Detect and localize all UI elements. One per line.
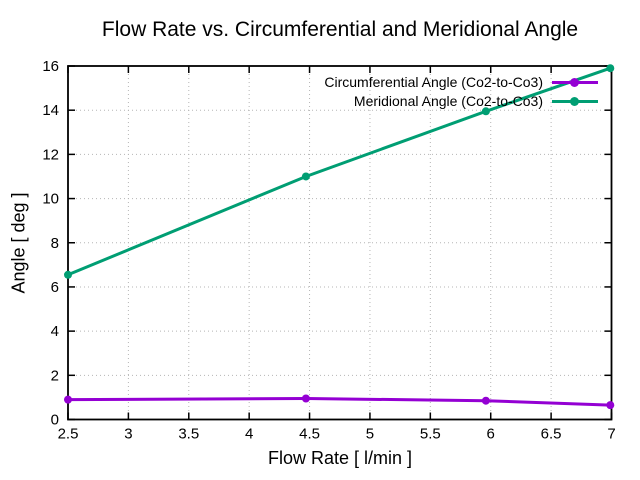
- x-tick-label: 7: [607, 426, 615, 443]
- y-tick-label: 10: [42, 191, 59, 208]
- legend-item-circumferential: Circumferential Angle (Co2-to-Co3): [324, 74, 598, 90]
- legend-label: Meridional Angle (Co2-to-Co3): [353, 93, 543, 109]
- data-point: [301, 172, 310, 181]
- legend-label: Circumferential Angle (Co2-to-Co3): [324, 74, 543, 90]
- data-point: [481, 396, 490, 405]
- y-tick-label: 12: [42, 146, 59, 163]
- data-point: [606, 64, 615, 73]
- x-tick-label: 4: [245, 426, 253, 443]
- plot-border: [67, 65, 613, 421]
- data-point: [606, 401, 615, 410]
- series-line-0: [67, 397, 611, 407]
- chart-title: Flow Rate vs. Circumferential and Meridi…: [101, 18, 579, 41]
- x-tick-label: 5: [366, 426, 374, 443]
- legend: Circumferential Angle (Co2-to-Co3) Merid…: [324, 74, 598, 109]
- x-tick-label: 5.5: [420, 426, 441, 443]
- x-tick-label: 6: [487, 426, 495, 443]
- data-point: [301, 394, 310, 403]
- x-tick-label: 6.5: [541, 426, 562, 443]
- x-tick-label: 4.5: [299, 426, 320, 443]
- data-point: [481, 107, 490, 116]
- legend-point-icon: [570, 96, 579, 106]
- legend-item-meridional: Meridional Angle (Co2-to-Co3): [354, 93, 598, 109]
- y-tick-label: 16: [42, 58, 59, 75]
- series-line-1: [67, 66, 611, 277]
- legend-sample-circumferential: [552, 77, 598, 87]
- legend-point-icon: [570, 77, 579, 87]
- legend-sample-meridional: [552, 96, 598, 106]
- y-tick-label: 4: [51, 323, 59, 340]
- x-tick-label: 2.5: [58, 426, 79, 443]
- data-point: [64, 270, 72, 279]
- x-tick-label: 3.5: [178, 426, 199, 443]
- y-tick-label: 8: [51, 235, 59, 252]
- data-point: [64, 395, 72, 404]
- y-tick-label: 0: [51, 412, 59, 429]
- y-tick-label: 2: [51, 367, 59, 384]
- x-axis-label: Flow Rate [ l/min ]: [267, 448, 413, 468]
- y-tick-label: 14: [42, 102, 59, 119]
- y-tick-label: 6: [51, 279, 59, 296]
- x-tick-label: 3: [124, 426, 132, 443]
